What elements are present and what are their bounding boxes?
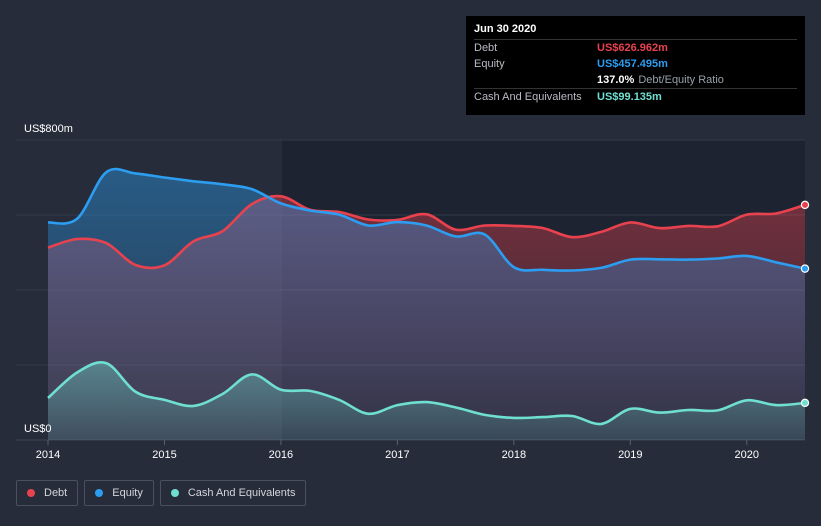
- legend-dot-debt: [27, 489, 35, 497]
- y-axis-bottom-label: US$0: [24, 423, 52, 435]
- tooltip-value-equity: US$457.495m: [597, 58, 668, 70]
- tooltip-ratio-caption: Debt/Equity Ratio: [638, 74, 724, 86]
- tooltip-label-equity: Equity: [474, 58, 597, 70]
- marker-debt: [801, 201, 808, 208]
- tooltip-label-cash: Cash And Equivalents: [474, 91, 597, 103]
- tooltip-row-ratio: 137.0% Debt/Equity Ratio: [474, 72, 797, 88]
- tooltip-value-ratio: 137.0%: [597, 74, 634, 86]
- x-tick-label: 2020: [735, 449, 759, 461]
- tooltip-value-debt: US$626.962m: [597, 42, 668, 54]
- tooltip-row-debt: Debt US$626.962m: [474, 39, 797, 56]
- x-tick-label: 2018: [502, 449, 526, 461]
- tooltip-row-equity: Equity US$457.495m: [474, 56, 797, 72]
- marker-cash-and-equivalents: [801, 399, 808, 406]
- x-tick-label: 2015: [152, 449, 176, 461]
- x-tick-label: 2014: [36, 449, 60, 461]
- legend-label-cash: Cash And Equivalents: [188, 487, 296, 499]
- tooltip-row-cash: Cash And Equivalents US$99.135m: [474, 88, 797, 105]
- y-axis-top-label: US$800m: [24, 123, 73, 135]
- x-tick-label: 2017: [385, 449, 409, 461]
- x-tick-label: 2019: [618, 449, 642, 461]
- legend-item-equity[interactable]: Equity: [84, 480, 154, 506]
- marker-equity: [801, 265, 808, 272]
- data-tooltip: Jun 30 2020 Debt US$626.962m Equity US$4…: [466, 16, 805, 115]
- legend-dot-cash: [171, 489, 179, 497]
- legend-item-cash[interactable]: Cash And Equivalents: [160, 480, 307, 506]
- tooltip-date: Jun 30 2020: [474, 23, 797, 35]
- tooltip-value-cash: US$99.135m: [597, 91, 662, 103]
- legend-label-debt: Debt: [44, 487, 67, 499]
- legend-label-equity: Equity: [112, 487, 143, 499]
- legend-dot-equity: [95, 489, 103, 497]
- legend-item-debt[interactable]: Debt: [16, 480, 78, 506]
- x-tick-label: 2016: [269, 449, 293, 461]
- x-axis-ticks: 2014 2015 2016 2017 2018 2019 2020: [36, 440, 759, 461]
- chart-legend: Debt Equity Cash And Equivalents: [16, 480, 306, 506]
- tooltip-label-debt: Debt: [474, 42, 597, 54]
